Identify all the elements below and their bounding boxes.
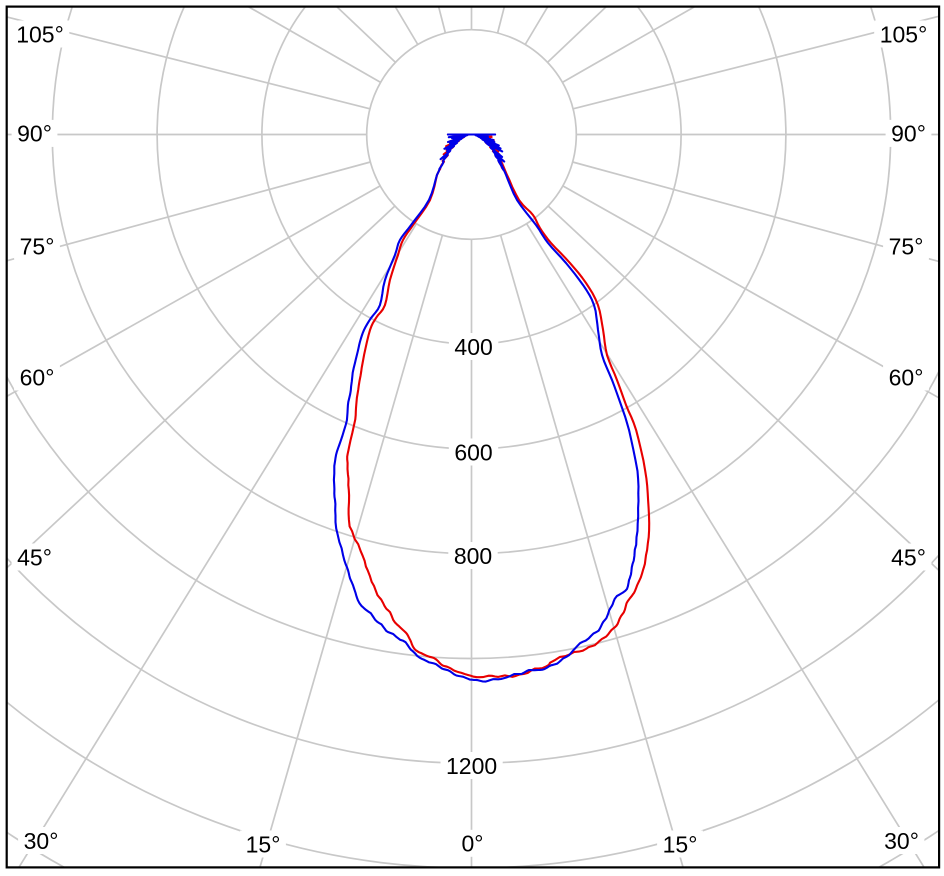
svg-text:105°: 105°	[880, 21, 928, 47]
svg-text:15°: 15°	[663, 831, 698, 857]
svg-text:45°: 45°	[17, 544, 52, 570]
svg-text:90°: 90°	[891, 121, 926, 147]
svg-text:75°: 75°	[889, 233, 924, 259]
svg-text:800: 800	[454, 543, 492, 569]
svg-text:400: 400	[454, 334, 492, 360]
svg-text:600: 600	[454, 439, 492, 465]
svg-text:75°: 75°	[20, 233, 55, 259]
svg-text:105°: 105°	[16, 21, 64, 47]
svg-text:60°: 60°	[20, 364, 55, 390]
svg-text:90°: 90°	[17, 121, 52, 147]
svg-text:30°: 30°	[24, 828, 59, 854]
svg-text:0°: 0°	[462, 831, 484, 857]
svg-text:1200: 1200	[446, 753, 497, 779]
svg-text:60°: 60°	[889, 364, 924, 390]
svg-text:30°: 30°	[884, 828, 919, 854]
svg-text:45°: 45°	[891, 544, 926, 570]
svg-text:15°: 15°	[246, 831, 281, 857]
